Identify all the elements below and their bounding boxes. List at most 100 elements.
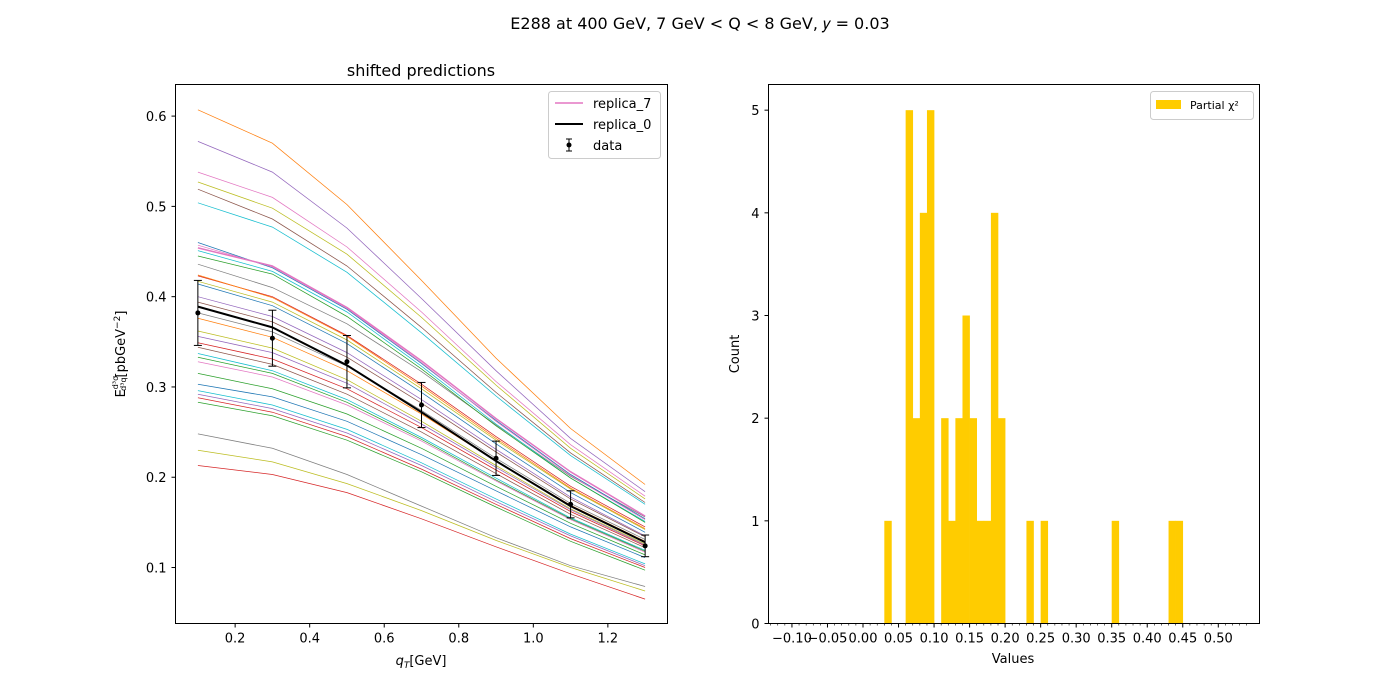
legend-replica0-label: replica_0 (593, 118, 651, 133)
legend-partial-chi2-label: Partial χ² (1190, 99, 1239, 112)
data-point-4 (492, 440, 501, 476)
data-marker-3 (419, 402, 424, 408)
right-legend: Partial χ² (1150, 91, 1254, 120)
data-point-6 (641, 534, 650, 558)
replica-line-1 (197, 141, 646, 493)
left-x-tick-label-1: 0.4 (299, 632, 320, 647)
histogram-bar-14 (1026, 520, 1034, 624)
histogram-bar-3 (919, 212, 928, 624)
right-y-tick-label-2: 2 (751, 412, 759, 427)
histogram-bar-17 (1168, 520, 1176, 624)
right-y-tick-label-1: 1 (751, 515, 759, 530)
replica-line-26 (197, 373, 646, 556)
left-x-axis-label: qT[GeV] (396, 654, 447, 671)
right-x-tick-label-5: 0.15 (955, 632, 984, 647)
right-y-tick-label-0: 0 (751, 618, 759, 633)
replica-line-0 (197, 109, 646, 485)
left-legend-box (548, 91, 661, 159)
right-x-tick-label-12: 0.50 (1204, 632, 1233, 647)
replica-line-25 (197, 361, 646, 553)
replica-line-8 (197, 244, 646, 521)
data-marker-2 (344, 359, 350, 365)
data-point-3 (417, 381, 426, 429)
replica-line-2 (197, 171, 646, 497)
left-x-tick-label-5: 1.2 (598, 632, 619, 647)
histogram-bar-12 (990, 212, 999, 624)
histogram-bar-6 (948, 520, 956, 624)
histogram-bars-group (884, 110, 1184, 624)
left-x-tick-label-3: 0.8 (448, 632, 469, 647)
legend-data-swatch (566, 138, 572, 152)
data-points-group (193, 279, 650, 558)
histogram-bar-16 (1111, 520, 1120, 624)
right-y-tick-label-4: 4 (751, 207, 759, 222)
right-x-tick-label-1: −0.05 (808, 632, 848, 647)
replica-line-6 (197, 263, 646, 518)
data-marker-4 (493, 455, 499, 461)
left-chart-title: shifted predictions (347, 61, 495, 80)
replica-line-3 (197, 181, 646, 500)
right-x-tick-label-11: 0.45 (1168, 632, 1197, 647)
right-x-tick-label-7: 0.25 (1026, 632, 1055, 647)
replica-line-33 (197, 449, 646, 592)
right-y-axis-label: Count (728, 335, 743, 374)
replica-line-30 (197, 397, 646, 568)
replica-line-31 (197, 401, 646, 571)
left-x-tick-label-2: 0.6 (374, 632, 395, 647)
left-y-tick-label-4: 0.5 (146, 200, 167, 215)
right-x-tick-label-3: 0.05 (884, 632, 913, 647)
series-line-replica_7 (197, 247, 646, 517)
histogram-bar-1 (905, 110, 914, 624)
legend-replica7-label: replica_7 (593, 97, 651, 112)
left-legend: replica_7 replica_0 data (548, 91, 661, 159)
data-marker-5 (568, 501, 574, 507)
right-x-tick-label-10: 0.40 (1133, 632, 1162, 647)
replica-line-10 (197, 255, 646, 523)
left-y-tick-label-0: 0.1 (146, 562, 167, 577)
left-x-tick-label-0: 0.2 (225, 632, 246, 647)
data-point-0 (193, 279, 202, 346)
replica-line-7 (197, 242, 646, 520)
right-x-axis-label: Values (992, 652, 1035, 667)
histogram-bar-7 (955, 418, 963, 624)
right-y-axis-ticks: 0 1 2 3 4 5 (751, 104, 769, 633)
left-y-axis-ticks: 0.1 0.2 0.3 0.4 0.5 0.6 (146, 110, 176, 577)
right-y-tick-label-5: 5 (751, 104, 759, 119)
replica-line-4 (197, 188, 646, 503)
data-marker-6 (642, 543, 648, 549)
left-x-tick-label-4: 1.0 (523, 632, 544, 647)
data-point-5 (566, 490, 575, 519)
histogram-bar-9 (969, 418, 977, 624)
histogram-bar-2 (912, 418, 921, 624)
right-x-tick-label-0: −0.10 (772, 632, 812, 647)
right-x-tick-label-4: 0.10 (920, 632, 949, 647)
left-x-axis-ticks: 0.2 0.4 0.6 0.8 1.0 1.2 (225, 623, 619, 647)
histogram-bar-8 (962, 315, 970, 624)
right-x-tick-label-9: 0.35 (1097, 632, 1126, 647)
histogram-bar-15 (1040, 520, 1049, 624)
left-y-axis-label: Ed³σd³q[pbGeV−2] (111, 311, 129, 398)
right-x-tick-label-8: 0.30 (1062, 632, 1091, 647)
histogram-bar-13 (998, 418, 1006, 624)
left-y-tick-label-5: 0.6 (146, 110, 167, 125)
histogram-bar-4 (926, 110, 935, 624)
left-plot-frame (175, 84, 668, 624)
right-legend-box (1150, 91, 1254, 120)
left-y-tick-label-1: 0.2 (146, 471, 167, 486)
right-y-tick-label-3: 3 (751, 310, 759, 325)
data-point-2 (342, 334, 351, 389)
figure-suptitle: E288 at 400 GeV, 7 GeV < Q < 8 GeV, 𝑦 = … (510, 14, 889, 33)
data-marker-0 (195, 310, 201, 316)
histogram-bar-5 (941, 418, 949, 624)
right-x-axis-ticks: −0.10−0.05 0.00 0.05 0.10 0.15 0.20 0.25 0.30 0.… (770, 623, 1248, 647)
legend-partial-chi2-swatch (1156, 100, 1181, 109)
histogram-bar-18 (1175, 520, 1184, 624)
replica-line-29 (197, 393, 646, 567)
histogram-bar-10 (976, 520, 985, 624)
histogram-bar-11 (983, 520, 992, 624)
replica-line-5 (197, 202, 646, 505)
right-x-tick-label-2: 0.00 (849, 632, 878, 647)
replica-line-34 (197, 465, 646, 600)
legend-data-label: data (593, 139, 622, 154)
